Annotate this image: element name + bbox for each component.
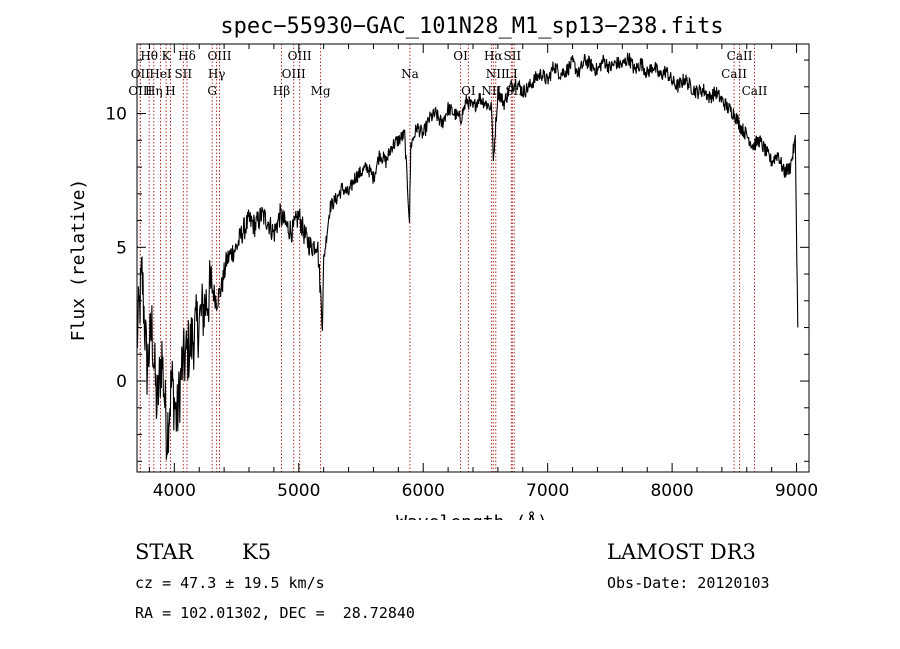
spectrum-chart: Hθ OII OIII K HeI Hη H SII Hδ OIII Hγ G Hβ OIII OIII Mg…: [68, 14, 818, 520]
line-marker-label-25: CaII: [727, 49, 753, 63]
axes: 4000 5000 6000 7000 8000 9000 0 5 10: [105, 44, 818, 501]
x-axis-label: Wavelength (Å): [396, 511, 548, 520]
x-tick-label-4: 8000: [650, 481, 693, 501]
x-tick-label-5: 9000: [775, 481, 818, 501]
y-tick-label-2: 10: [105, 105, 127, 125]
object-class: STAR: [135, 540, 194, 564]
line-marker-label-1: OII: [131, 67, 151, 81]
y-tick-label-1: 5: [116, 238, 127, 258]
line-marker-label-22: SII: [503, 49, 521, 63]
line-marker-label-7: SII: [174, 67, 192, 81]
line-marker-label-13: OIII: [288, 49, 312, 63]
line-marker-label-15: Mg: [311, 84, 331, 98]
plot-frame: [136, 43, 810, 473]
obs-date: Obs-Date: 20120103: [607, 574, 770, 592]
line-marker-label-12: Hβ: [273, 84, 290, 98]
line-marker-label-14: OIII: [282, 67, 306, 81]
line-marker-label-21: NII: [481, 84, 501, 98]
line-marker-label-3: K: [162, 49, 172, 63]
spectrum-line: [136, 52, 799, 460]
line-marker-label-16: Na: [401, 67, 419, 81]
line-marker-label-18: OI: [461, 84, 476, 98]
line-marker-label-26: CaII: [721, 67, 747, 81]
line-marker-label-0: Hθ: [140, 49, 158, 63]
survey-name: LAMOST DR3: [607, 540, 756, 564]
coordinates: RA = 102.01302, DEC = 28.72840: [135, 604, 415, 622]
line-marker-label-6: H: [165, 84, 175, 98]
line-marker-label-11: G: [207, 84, 217, 98]
y-axis-label: Flux (relative): [68, 179, 89, 342]
line-marker-label-8: Hδ: [178, 49, 196, 63]
line-marker-labels: Hθ OII OIII K HeI Hη H SII Hδ OIII Hγ G Hβ OIII OIII Mg…: [128, 49, 767, 98]
line-marker-label-10: Hγ: [208, 67, 226, 81]
line-marker-label-17: OI: [453, 49, 468, 63]
velocity-readout: cz = 47.3 ± 19.5 km/s: [135, 574, 325, 592]
line-marker-label-20: NII: [486, 67, 506, 81]
line-marker-label-19: Hα: [484, 49, 503, 63]
line-marker-label-24: SII: [505, 84, 523, 98]
line-marker-label-5: Hη: [145, 84, 163, 98]
chart-title: spec−55930−GAC_101N28_M1_sp13−238.fits: [220, 14, 723, 39]
line-marker-label-2: OIII: [128, 84, 152, 98]
line-marker-label-23: LI: [505, 67, 518, 81]
x-tick-label-1: 5000: [277, 481, 320, 501]
x-tick-label-3: 7000: [526, 481, 569, 501]
x-tick-label-0: 4000: [153, 481, 196, 501]
y-tick-label-0: 0: [116, 372, 127, 392]
object-subclass: K5: [242, 540, 272, 564]
line-marker-label-4: HeI: [149, 67, 172, 81]
line-marker-label-9: OIII: [207, 49, 231, 63]
line-marker-label-27: CaII: [742, 84, 768, 98]
x-tick-label-2: 6000: [402, 481, 445, 501]
